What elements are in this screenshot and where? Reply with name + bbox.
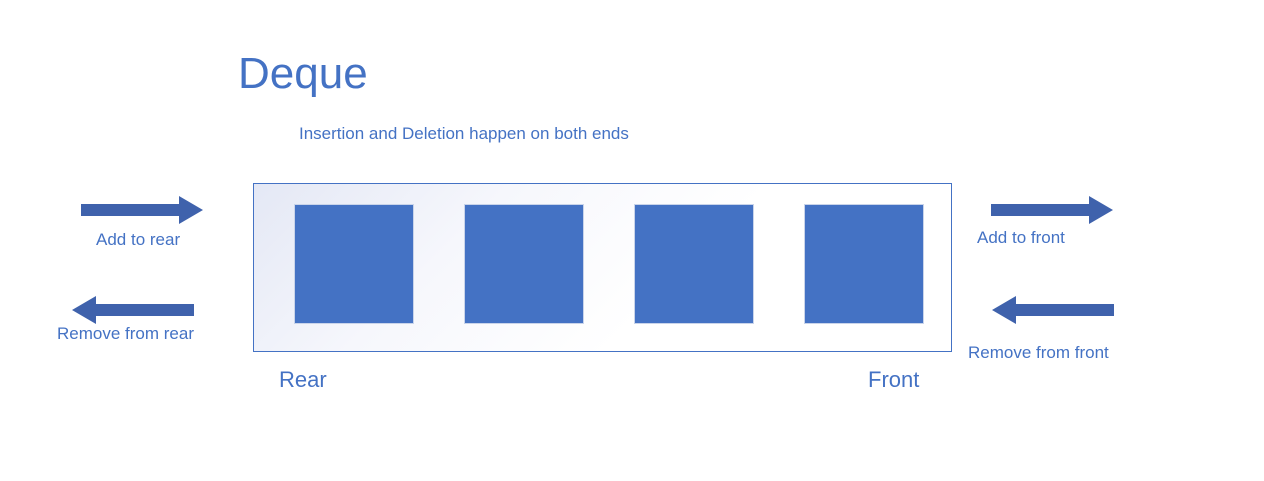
front-label: Front [868,367,920,392]
arrow-right-icon [81,196,203,224]
deque-element-4 [804,204,924,324]
arrow-right-icon [991,196,1113,224]
diagram-subtitle: Insertion and Deletion happen on both en… [299,124,629,143]
remove-from-rear-label: Remove from rear [57,324,194,343]
arrow-left-icon [992,296,1114,324]
deque-element-1 [294,204,414,324]
deque-element-2 [464,204,584,324]
rear-label: Rear [279,367,327,392]
add-to-front-label: Add to front [977,228,1065,247]
remove-from-front-label: Remove from front [968,343,1109,362]
deque-element-3 [634,204,754,324]
arrow-left-icon [72,296,194,324]
diagram-title: Deque [238,49,368,98]
add-to-rear-label: Add to rear [96,230,181,249]
